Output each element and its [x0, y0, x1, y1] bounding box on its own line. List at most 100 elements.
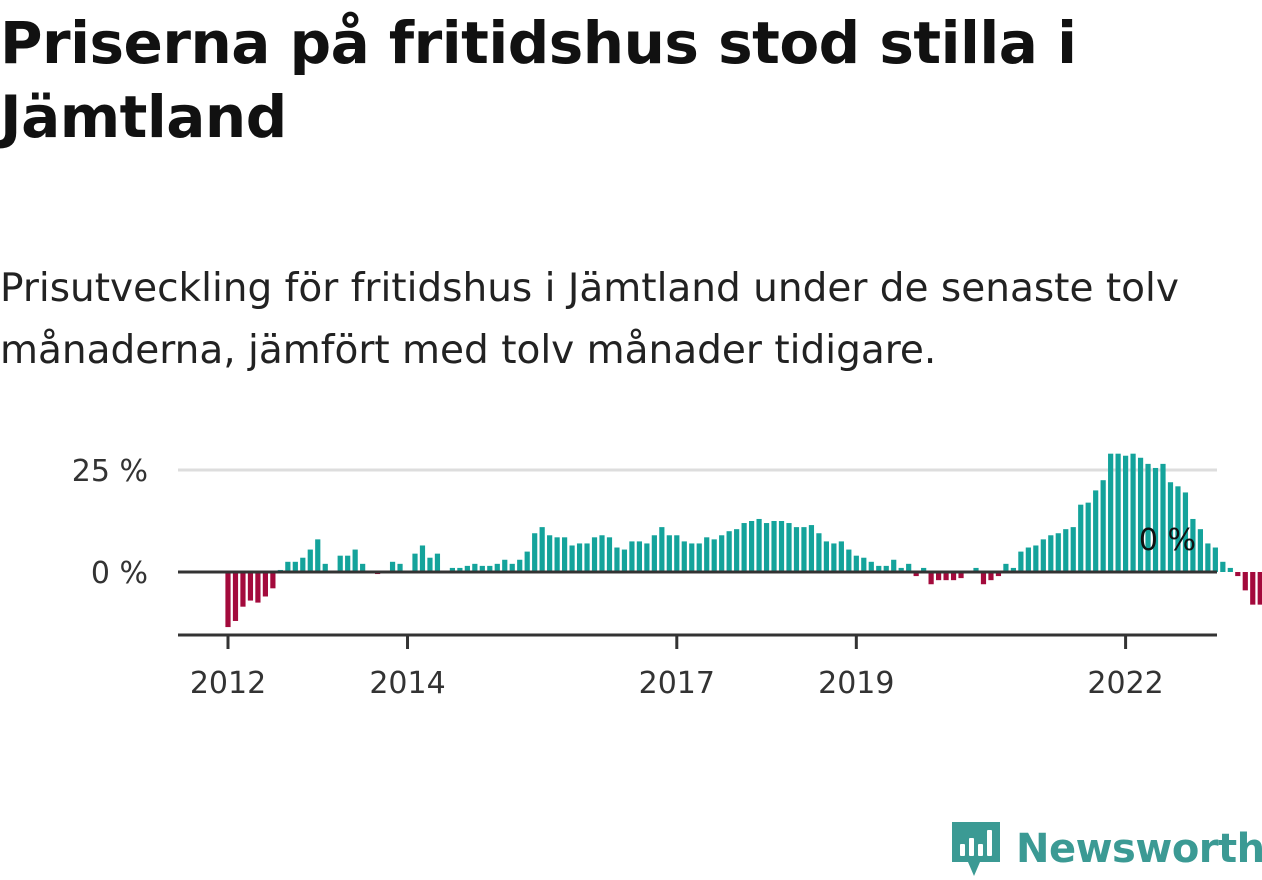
bar — [1145, 463, 1151, 572]
bar — [1167, 482, 1174, 572]
y-tick-label: 0 % — [91, 556, 148, 591]
x-tick-label: 2014 — [369, 666, 445, 701]
bar — [464, 565, 470, 572]
bar — [711, 539, 717, 572]
bar — [247, 572, 254, 601]
bar — [1100, 480, 1106, 572]
bar — [801, 527, 807, 572]
bar — [659, 527, 665, 572]
bar — [651, 535, 657, 572]
bar — [704, 537, 710, 572]
bar — [479, 565, 485, 572]
bar — [861, 557, 867, 572]
bar — [808, 525, 815, 572]
bar — [936, 572, 942, 581]
bar — [487, 565, 493, 572]
bar — [315, 539, 321, 572]
bar — [763, 523, 770, 572]
bar — [614, 547, 620, 572]
bar — [1003, 563, 1009, 572]
bar — [756, 518, 762, 572]
bar — [1115, 453, 1121, 572]
bar — [1205, 543, 1211, 572]
bar — [1160, 463, 1166, 572]
bar — [666, 535, 672, 572]
bar — [494, 563, 500, 572]
bar — [292, 561, 298, 572]
bar — [584, 543, 590, 572]
bar — [980, 572, 987, 585]
bar — [719, 535, 725, 572]
x-tick-label: 2012 — [190, 666, 266, 701]
bar — [412, 553, 418, 572]
bar — [823, 541, 829, 572]
bar — [778, 521, 785, 572]
bar — [950, 572, 957, 581]
bar — [547, 535, 553, 572]
bar — [562, 537, 568, 572]
bar — [1250, 572, 1256, 605]
bar — [1025, 547, 1031, 572]
bar — [876, 565, 882, 572]
bar — [906, 563, 912, 572]
bar — [921, 567, 927, 572]
bar — [472, 563, 478, 572]
bar — [307, 549, 313, 572]
bar — [913, 572, 919, 577]
bar — [1085, 502, 1091, 572]
bar — [898, 567, 904, 572]
bar — [726, 531, 732, 572]
bar — [240, 572, 246, 607]
bar — [1070, 527, 1076, 572]
bar — [449, 567, 455, 572]
bar — [262, 572, 268, 597]
bar — [1197, 529, 1203, 572]
bar — [1063, 529, 1069, 572]
bar — [689, 543, 695, 572]
bar — [1078, 504, 1084, 572]
bar — [1093, 490, 1099, 572]
bar — [427, 557, 433, 572]
bar — [1242, 572, 1248, 591]
bar — [741, 523, 747, 572]
bar — [300, 557, 306, 572]
bar — [771, 521, 777, 572]
newsworthy-logo-icon — [952, 822, 1000, 876]
bar — [1152, 467, 1159, 572]
bar — [1175, 486, 1181, 572]
chart-title: Priserna på fritidshus stod stilla i Jäm… — [0, 9, 1077, 151]
bar — [928, 572, 934, 585]
bar — [457, 567, 463, 572]
bar — [891, 559, 897, 572]
bar — [636, 541, 642, 572]
bar — [1212, 547, 1218, 572]
bar — [1190, 518, 1196, 572]
bar — [352, 549, 358, 572]
bar — [360, 563, 366, 572]
bar — [793, 527, 800, 572]
bar — [1033, 545, 1039, 572]
x-tick-label: 2017 — [639, 666, 715, 701]
bar — [1257, 572, 1262, 605]
bar — [397, 563, 403, 572]
bar — [988, 572, 994, 581]
bar — [943, 572, 949, 581]
bar — [591, 537, 598, 572]
bar — [1048, 535, 1054, 572]
bar — [1182, 492, 1189, 572]
bar — [255, 572, 261, 603]
bar — [1235, 572, 1241, 577]
bar — [576, 543, 583, 572]
brand-logo: Newsworthy — [950, 818, 1262, 880]
bar — [599, 535, 605, 572]
bar — [285, 561, 291, 572]
bar — [1018, 551, 1024, 572]
y-tick-label: 25 % — [72, 454, 148, 489]
bar — [786, 523, 792, 572]
bar — [232, 572, 239, 621]
bar — [681, 541, 687, 572]
bar — [831, 543, 837, 572]
bar-chart: 0 %25 %2012201420172019202220240 % — [72, 453, 1262, 701]
bar — [524, 551, 530, 572]
bar — [389, 561, 396, 572]
